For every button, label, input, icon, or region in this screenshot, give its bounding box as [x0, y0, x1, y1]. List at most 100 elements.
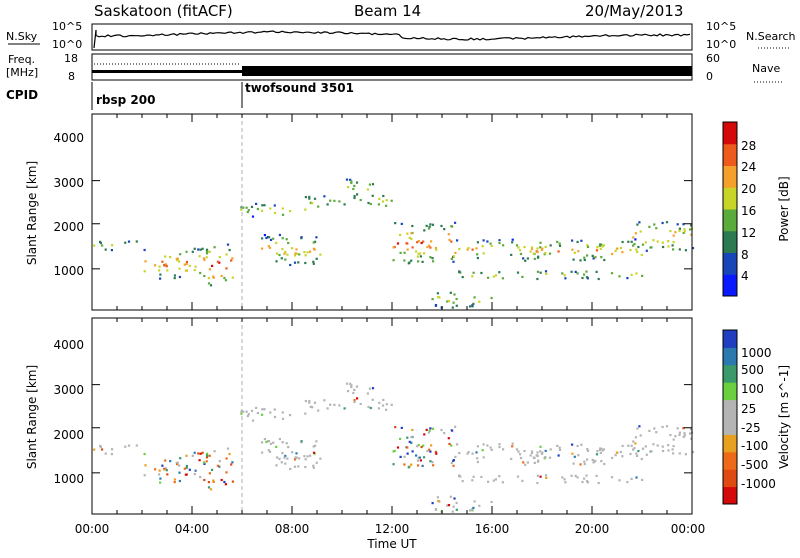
colorbar-swatch: [723, 347, 737, 366]
velocity-echo-cell: [621, 455, 624, 458]
velocity-echo-cell: [312, 451, 316, 454]
power-echo-cell: [603, 258, 606, 262]
power-echo-cell: [313, 197, 317, 200]
power-echo-cell: [446, 300, 449, 303]
power-echo-cell: [416, 255, 419, 258]
power-echo-cell: [561, 272, 564, 275]
velocity-echo-cell: [359, 402, 362, 406]
power-echo-cell: [451, 225, 454, 228]
velocity-echo-cell: [641, 478, 644, 481]
velocity-echo-cell: [472, 475, 475, 478]
velocity-echo-cell: [579, 463, 582, 466]
power-echo-cell: [640, 253, 643, 257]
vel-cb-label: Velocity [m s^-1]: [777, 365, 791, 469]
velocity-echo-cell: [422, 444, 425, 447]
power-echo-cell: [304, 208, 307, 211]
velocity-echo-cell: [415, 454, 418, 457]
colorbar-swatch: [723, 469, 737, 488]
power-echo-cell: [671, 244, 674, 247]
velocity-echo-cell: [295, 452, 298, 455]
velocity-echo-cell: [201, 451, 204, 454]
noise-search-label: N.Search: [746, 30, 796, 43]
power-echo-cell: [220, 274, 223, 278]
velocity-echo-cell: [451, 429, 454, 432]
power-echo-cell: [267, 245, 270, 248]
velocity-echo-cell: [630, 477, 633, 480]
power-echo-cell: [458, 248, 461, 251]
velocity-echo-cell: [246, 415, 249, 418]
power-echo-cell: [447, 300, 451, 303]
power-echo-cell: [390, 199, 393, 202]
power-echo-cell: [261, 247, 264, 250]
velocity-echo-cell: [278, 437, 281, 441]
power-echo-cell: [394, 222, 397, 225]
power-echo-cell: [632, 244, 635, 247]
velocity-echo-cell: [635, 476, 638, 479]
velocity-echo-cell: [289, 414, 292, 417]
power-echo-cell: [225, 253, 228, 256]
velocity-echo-cell: [166, 473, 169, 476]
power-echo-cell: [407, 262, 410, 265]
velocity-echo-cell: [530, 450, 534, 453]
velocity-echo-cell: [635, 452, 638, 455]
velocity-echo-cell: [448, 442, 451, 446]
velocity-echo-cell: [255, 406, 258, 409]
velocity-echo-cell: [294, 456, 297, 459]
power-echo-cell: [309, 250, 312, 253]
velocity-echo-cell: [399, 437, 402, 440]
velocity-echo-cell: [653, 427, 656, 430]
velocity-echo-cell: [602, 448, 605, 451]
velocity-echo-cell: [173, 478, 176, 481]
velocity-echo-cell: [298, 457, 301, 460]
velocity-echo-cell: [407, 466, 410, 469]
power-echo-cell: [662, 245, 665, 249]
power-echo-cell: [185, 250, 188, 253]
power-echo-cell: [272, 237, 275, 240]
velocity-echo-cell: [572, 462, 575, 465]
power-echo-cell: [583, 258, 586, 262]
velocity-echo-cell: [269, 411, 272, 414]
velocity-echo-cell: [632, 440, 635, 443]
xtick-1600: 16:00: [475, 522, 510, 536]
velocity-echo-cell: [487, 480, 490, 483]
power-echo-cell: [323, 195, 326, 198]
cpid-panel: CPID rbsp 200 twofsound 3501: [6, 81, 354, 110]
power-echo-cell: [585, 276, 589, 279]
velocity-echo-cell: [313, 401, 317, 404]
velocity-echo-cell: [637, 449, 640, 453]
velocity-echo-cell: [272, 441, 275, 444]
velocity-echo-cell: [377, 407, 380, 410]
power-echo-cell: [178, 275, 181, 279]
freq-left-tick-bottom: 8: [68, 70, 75, 83]
velocity-echo-cell: [304, 465, 307, 469]
velocity-echo-cell: [576, 476, 579, 479]
velocity-echo-cell: [205, 452, 209, 455]
power-cb-tick-4: 4: [741, 269, 749, 283]
velocity-echo-cell: [333, 403, 336, 406]
power-echo-cell: [571, 239, 574, 242]
velocity-echo-cell: [636, 427, 639, 430]
velocity-echo-cell: [430, 444, 433, 447]
power-echo-cell: [385, 204, 388, 207]
power-echo-cell: [633, 243, 636, 246]
power-echo-cell: [431, 298, 434, 301]
power-echo-cell: [207, 282, 211, 285]
velocity-echo-cell: [577, 454, 580, 457]
power-echo-cell: [455, 297, 458, 301]
velocity-echo-cell: [312, 445, 315, 448]
power-echo-cell: [576, 240, 579, 244]
power-echo-cell: [284, 250, 287, 253]
power-echo-cell: [163, 264, 166, 267]
power-echo-cell: [627, 240, 630, 243]
power-echo-cell: [690, 224, 693, 227]
velocity-echo-cell: [449, 495, 452, 498]
velocity-echo-cell: [366, 392, 369, 395]
velocity-echo-cell: [634, 442, 637, 445]
power-echo-cell: [472, 302, 475, 305]
power-echo-cell: [540, 248, 544, 251]
power-echo-cell: [417, 260, 420, 263]
power-echo-cell: [124, 241, 127, 244]
power-echo-cell: [173, 274, 176, 277]
power-echo-cell: [536, 250, 539, 254]
power-echo-cell: [579, 259, 582, 262]
